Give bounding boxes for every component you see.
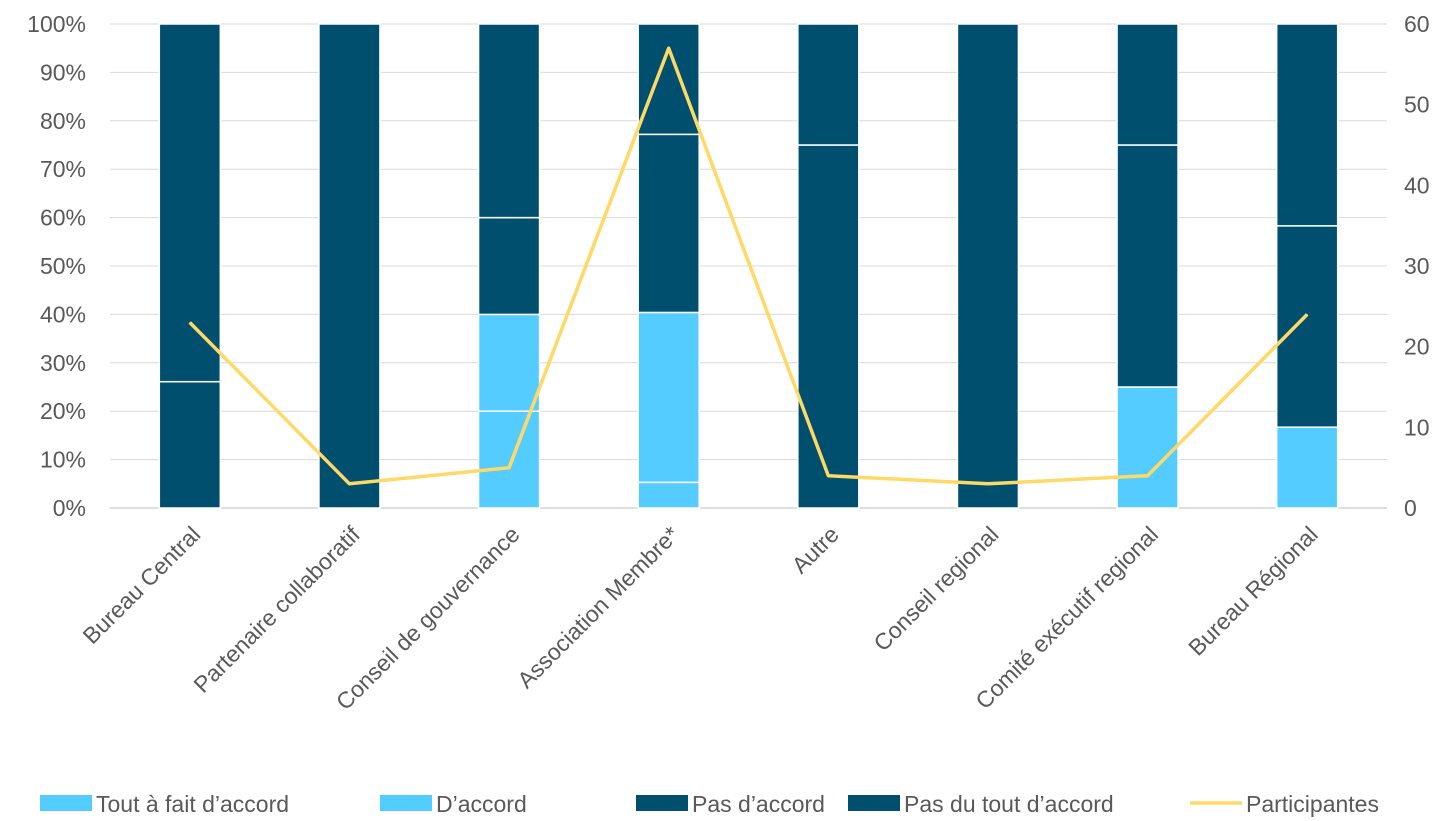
bar-segment <box>158 23 222 383</box>
left-tick-label: 70% <box>40 156 86 182</box>
left-y-axis: 0% 10% 20% 30% 40% 50% 60% 70% 80% 90% 100% <box>27 11 86 521</box>
participantes-point <box>668 47 670 49</box>
bar-segment <box>637 311 700 484</box>
legend-label: Pas du tout d’accord <box>904 791 1114 817</box>
legend-label: Pas d’accord <box>692 791 825 817</box>
participantes-point <box>348 483 350 485</box>
bar-segment <box>956 23 1020 509</box>
right-y-axis: 0 10 20 30 40 50 60 <box>1404 11 1430 521</box>
category-label: Bureau Régional <box>1183 521 1323 661</box>
participantes-line-path <box>188 46 1309 486</box>
bar-segment <box>158 380 222 509</box>
participantes-point <box>508 467 510 469</box>
right-tick-label: 20 <box>1404 334 1430 360</box>
left-tick-label: 50% <box>40 253 86 279</box>
left-tick-label: 10% <box>40 447 86 473</box>
participantes-point <box>827 475 829 477</box>
left-tick-label: 60% <box>40 205 86 231</box>
bar-segment <box>797 23 860 146</box>
bars <box>158 23 1339 509</box>
bar-segment <box>1275 23 1339 227</box>
left-tick-label: 80% <box>40 108 86 134</box>
category-label: Bureau Central <box>78 521 206 649</box>
bar-segment <box>1275 426 1339 509</box>
participantes-point <box>987 483 989 485</box>
participantes-line <box>188 46 1309 486</box>
legend-label: Tout à fait d’accord <box>96 791 289 817</box>
left-tick-label: 40% <box>40 301 86 327</box>
bar-segment <box>477 410 541 509</box>
left-tick-label: 30% <box>40 350 86 376</box>
bar-segment <box>1116 23 1179 146</box>
category-label: Association Membre* <box>512 521 684 693</box>
legend-swatch <box>380 795 432 811</box>
participantes-point <box>189 321 191 323</box>
category-label: Autre <box>787 521 844 578</box>
right-tick-label: 60 <box>1404 11 1430 37</box>
legend-label: D’accord <box>436 791 527 817</box>
right-tick-label: 10 <box>1404 414 1430 440</box>
legend-swatch <box>636 795 688 811</box>
bar-segment <box>477 216 541 316</box>
category-label: Comité exécutif regional <box>970 521 1163 714</box>
category-label: Conseil regional <box>868 521 1003 656</box>
bar-segment <box>477 23 541 219</box>
legend-label: Participantes <box>1246 791 1379 817</box>
bar-segment <box>1116 386 1179 509</box>
participantes-point <box>1306 313 1308 315</box>
left-tick-label: 20% <box>40 398 86 424</box>
bar-segment <box>797 144 860 509</box>
category-label: Conseil de gouvernance <box>331 521 525 715</box>
legend-swatch <box>40 795 92 811</box>
bar-segment <box>318 23 381 509</box>
right-tick-label: 30 <box>1404 253 1430 279</box>
bar-segment <box>637 481 700 509</box>
left-tick-label: 90% <box>40 59 86 85</box>
right-tick-label: 50 <box>1404 92 1430 118</box>
legend: Tout à fait d’accord D’accord Pas d’accord… <box>40 791 1379 817</box>
left-tick-label: 0% <box>53 495 86 521</box>
bar-segment <box>637 133 700 314</box>
bar-segment <box>637 23 700 136</box>
bar-segment <box>1116 144 1179 388</box>
left-tick-label: 100% <box>27 11 86 37</box>
participantes-point <box>1147 475 1149 477</box>
bar-segment <box>477 313 541 412</box>
right-tick-label: 0 <box>1404 495 1417 521</box>
right-tick-label: 40 <box>1404 172 1430 198</box>
bar-segment <box>1275 225 1339 428</box>
category-label: Partenaire collaboratif <box>188 521 365 698</box>
legend-swatch <box>848 795 900 811</box>
